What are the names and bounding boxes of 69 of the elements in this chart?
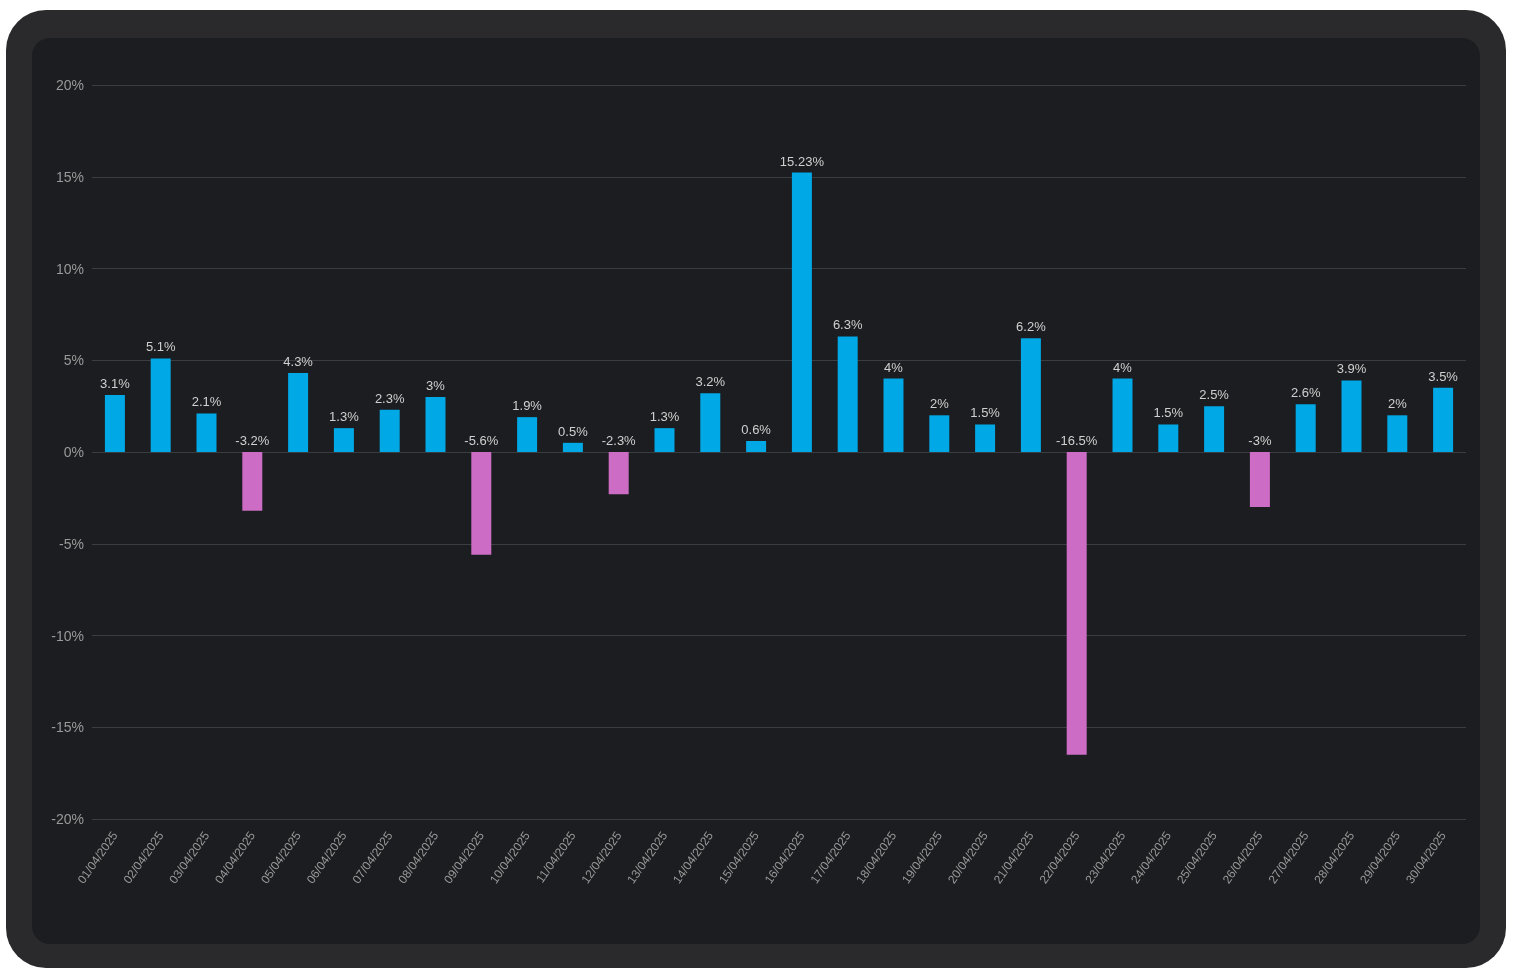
y-tick-label: -5%	[59, 535, 84, 552]
bar	[654, 428, 675, 452]
data-label: 6.3%	[832, 317, 863, 333]
bar	[471, 452, 492, 555]
data-label: 2%	[1387, 396, 1408, 412]
data-label: 1.3%	[649, 409, 680, 425]
bar	[700, 393, 721, 452]
data-label: 5.1%	[145, 339, 176, 355]
data-label: 1.5%	[970, 405, 1001, 421]
data-label: 15.23%	[779, 153, 825, 169]
bar	[1158, 424, 1179, 452]
data-label: 3.1%	[100, 376, 131, 392]
bar	[1341, 380, 1362, 452]
bar	[104, 395, 125, 452]
data-label: -5.6%	[464, 433, 499, 448]
data-label: 3.9%	[1336, 361, 1367, 377]
bar	[288, 373, 309, 452]
bar	[1433, 387, 1454, 452]
data-label: -3%	[1248, 433, 1272, 448]
data-label: 4%	[884, 359, 904, 375]
data-label: -16.5%	[1056, 433, 1098, 448]
bar	[1066, 452, 1087, 755]
bar	[562, 442, 583, 452]
bar	[333, 428, 354, 452]
y-tick-label: 15%	[55, 168, 84, 185]
bar	[196, 413, 217, 452]
bar	[746, 440, 767, 452]
data-label: -3.2%	[235, 433, 270, 448]
data-label: 3.5%	[1428, 368, 1459, 384]
data-label: 0.6%	[741, 421, 772, 437]
y-tick-label: -10%	[51, 627, 84, 644]
bar	[1020, 338, 1041, 452]
bar	[929, 415, 950, 452]
data-label: 2.5%	[1199, 387, 1230, 403]
bar	[791, 172, 812, 452]
data-label: 6.2%	[1016, 319, 1047, 335]
y-tick-label: -15%	[51, 719, 84, 736]
data-label: 4%	[1113, 359, 1133, 375]
bar	[150, 358, 171, 452]
bar	[975, 424, 996, 452]
data-label: 2.6%	[1290, 385, 1321, 401]
y-tick-label: -20%	[51, 811, 84, 827]
data-label: 3%	[426, 377, 446, 393]
bar	[425, 396, 446, 452]
data-label: -2.3%	[601, 433, 637, 448]
bar	[883, 378, 904, 452]
y-tick-label: 5%	[63, 352, 84, 369]
y-tick-label: 20%	[55, 77, 84, 93]
y-tick-label: 10%	[55, 260, 84, 277]
bar	[517, 417, 538, 452]
data-label: 1.9%	[512, 398, 543, 414]
data-label: 4.3%	[283, 354, 314, 370]
data-label: 1.5%	[1153, 405, 1184, 421]
data-label: 1.3%	[329, 409, 360, 425]
bar	[1295, 404, 1316, 452]
data-label: 0.5%	[558, 423, 589, 439]
bar	[379, 409, 400, 452]
bar	[837, 336, 858, 452]
data-label: 2%	[929, 396, 950, 412]
bar	[1387, 415, 1408, 452]
bar	[608, 452, 629, 495]
y-tick-label: 0%	[63, 444, 84, 460]
bar	[242, 452, 263, 511]
bar	[1249, 452, 1270, 508]
bar	[1204, 406, 1225, 452]
data-label: 3.2%	[695, 374, 726, 390]
bar	[1112, 378, 1133, 452]
data-label: 2.3%	[374, 390, 405, 406]
data-label: 2.1%	[191, 394, 222, 410]
